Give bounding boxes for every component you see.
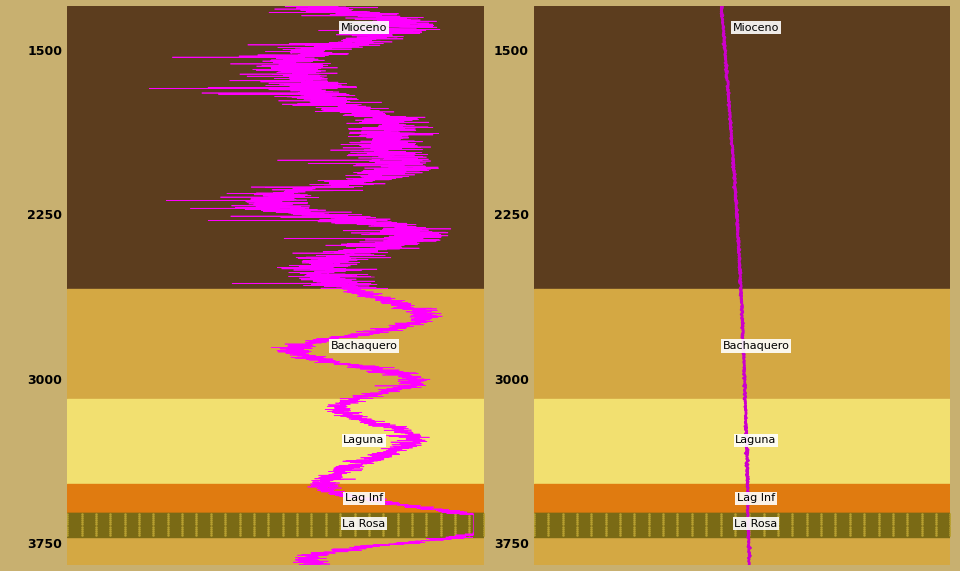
- Text: Lag Inf: Lag Inf: [737, 493, 775, 504]
- Text: La Rosa: La Rosa: [343, 518, 386, 529]
- Text: Bachaquero: Bachaquero: [330, 341, 397, 351]
- Bar: [67, 6, 484, 289]
- Text: La Rosa: La Rosa: [734, 518, 778, 529]
- Bar: [534, 537, 950, 565]
- Text: Laguna: Laguna: [344, 435, 385, 445]
- Bar: [534, 289, 950, 399]
- Text: Mioceno: Mioceno: [341, 23, 387, 33]
- Bar: [67, 513, 484, 537]
- Bar: [67, 289, 484, 399]
- Text: Laguna: Laguna: [735, 435, 777, 445]
- Bar: [67, 513, 484, 537]
- Text: Mioceno: Mioceno: [732, 23, 780, 33]
- Bar: [534, 399, 950, 484]
- Bar: [534, 6, 950, 289]
- Bar: [534, 513, 950, 537]
- Bar: [67, 484, 484, 513]
- Bar: [534, 484, 950, 513]
- Bar: [67, 537, 484, 565]
- Bar: [534, 513, 950, 537]
- Text: Lag Inf: Lag Inf: [345, 493, 383, 504]
- Bar: [67, 399, 484, 484]
- Text: Bachaquero: Bachaquero: [723, 341, 789, 351]
